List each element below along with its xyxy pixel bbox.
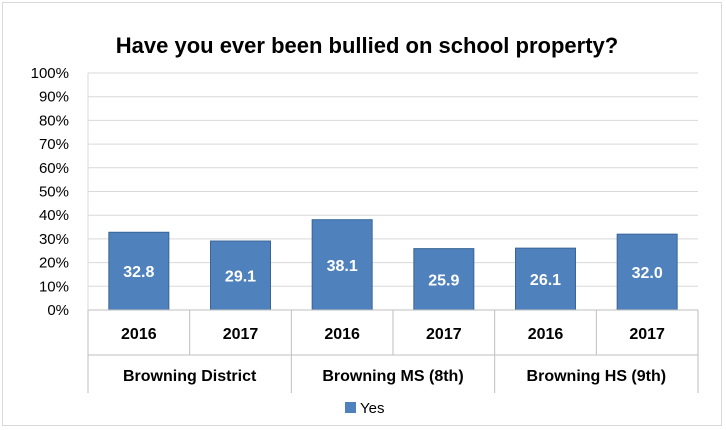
legend-label-yes: Yes <box>360 400 384 417</box>
y-axis-ticks: 0% 10% 20% 30% 40% 50% 60% 70% 80% 90% 100% <box>31 65 69 319</box>
x-category-label: 2017 <box>223 326 259 343</box>
data-label: 38.1 <box>327 258 358 275</box>
bars <box>108 219 678 311</box>
y-tick-label: 20% <box>39 255 69 272</box>
x-group-label: Browning MS (8th) <box>322 368 463 385</box>
x-group-label: Browning HS (9th) <box>527 368 667 385</box>
x-group-label: Browning District <box>123 368 257 385</box>
data-label: 29.1 <box>225 269 256 286</box>
chart-frame: Have you ever been bullied on school pro… <box>2 2 722 426</box>
x-category-label: 2017 <box>426 326 462 343</box>
y-tick-label: 30% <box>39 231 69 248</box>
bar <box>515 247 576 311</box>
y-tick-label: 60% <box>39 160 69 177</box>
x-category-label: 2016 <box>528 326 564 343</box>
gridlines <box>88 72 698 311</box>
y-tick-label: 70% <box>39 136 69 153</box>
x-axis: 2016 2017 2016 2017 2016 2017 Browning Distric… <box>87 73 699 393</box>
x-category-label: 2016 <box>324 326 360 343</box>
x-category-label: 2017 <box>629 326 665 343</box>
legend: Yes <box>345 400 384 417</box>
bar <box>311 219 373 311</box>
data-label: 32.0 <box>632 265 663 282</box>
bar-chart: Have you ever been bullied on school pro… <box>31 33 699 417</box>
bar <box>108 231 170 311</box>
y-tick-label: 10% <box>39 278 69 295</box>
y-tick-label: 100% <box>31 65 69 82</box>
data-label: 25.9 <box>428 272 459 289</box>
y-tick-label: 40% <box>39 207 69 224</box>
y-tick-label: 50% <box>39 184 69 201</box>
bar <box>616 233 678 311</box>
chart-title: Have you ever been bullied on school pro… <box>116 33 618 58</box>
data-label: 26.1 <box>530 272 561 289</box>
x-category-label: 2016 <box>121 326 157 343</box>
y-tick-label: 90% <box>39 89 69 106</box>
y-tick-label: 0% <box>47 302 69 319</box>
y-tick-label: 80% <box>39 112 69 129</box>
bar <box>210 240 271 311</box>
bar <box>413 248 475 311</box>
data-label: 32.8 <box>123 264 154 281</box>
data-labels: 32.8 29.1 38.1 25.9 26.1 32.0 <box>123 258 663 289</box>
legend-swatch-yes <box>345 402 356 413</box>
